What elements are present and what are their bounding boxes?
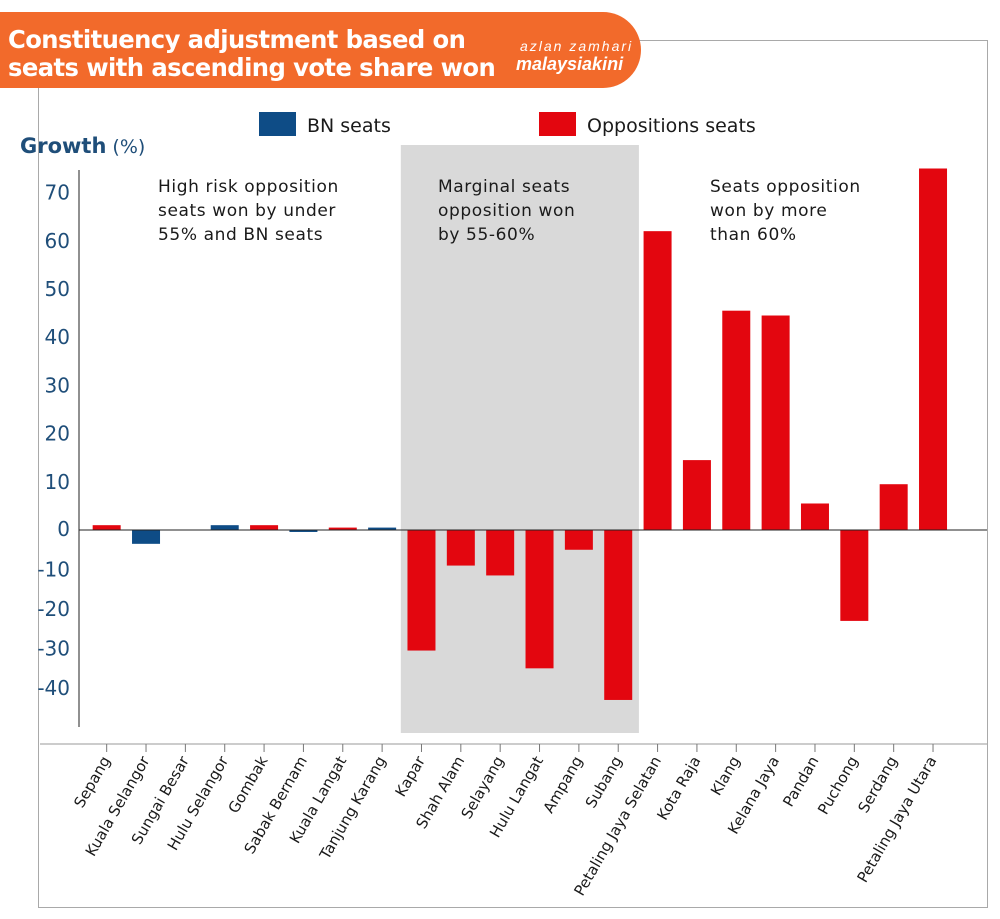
bar xyxy=(289,530,318,532)
marginal-seats-band xyxy=(400,145,639,733)
y-tick-label: 60 xyxy=(45,229,70,253)
group-annotation-3-line-2: won by more xyxy=(710,201,827,221)
y-tick-label: -20 xyxy=(37,597,70,621)
bar xyxy=(722,310,751,530)
x-tick-label: Sepang xyxy=(70,753,114,811)
y-tick-label: 0 xyxy=(57,517,70,541)
y-tick-label: -30 xyxy=(37,637,70,661)
bar xyxy=(446,530,475,566)
group-annotation-3-line-1: Seats opposition xyxy=(710,177,861,197)
legend-label-opposition: Oppositions seats xyxy=(587,115,756,137)
group-annotation-2-line-3: by 55-60% xyxy=(438,225,535,245)
bar xyxy=(919,168,948,530)
y-axis-title: Growth (%) xyxy=(20,134,145,158)
brand-logo: malaysiakini xyxy=(516,54,624,74)
group-annotation-2-line-1: Marginal seats xyxy=(438,177,570,197)
chart-title-line-1: Constituency adjustment based on xyxy=(8,25,466,54)
bar xyxy=(407,530,436,651)
y-tick-label: -40 xyxy=(37,676,70,700)
x-tick-label: Subang xyxy=(582,753,626,811)
bar xyxy=(250,525,279,530)
y-tick-label: 30 xyxy=(45,373,70,397)
group-annotation-2-line-2: opposition won xyxy=(438,201,575,221)
x-tick-label: Pandan xyxy=(779,753,822,810)
bar xyxy=(486,530,515,576)
bar xyxy=(761,315,790,530)
bar xyxy=(879,484,908,530)
author-credit: azlan zamhari xyxy=(520,38,634,54)
bar xyxy=(368,527,397,530)
y-tick-label: 10 xyxy=(45,470,70,494)
x-tick-label: Kapar xyxy=(392,752,430,800)
bar xyxy=(525,530,554,669)
y-tick-label: 50 xyxy=(45,277,70,301)
bar xyxy=(604,530,633,700)
group-annotation-3-line-3: than 60% xyxy=(710,225,797,245)
bar xyxy=(210,525,239,530)
legend-swatch-opposition xyxy=(539,112,576,136)
title-banner: Constituency adjustment based on seats w… xyxy=(0,12,641,88)
chart-title: Constituency adjustment based on seats w… xyxy=(8,25,496,82)
y-tick-label: 20 xyxy=(45,422,70,446)
bar xyxy=(328,527,357,530)
bar xyxy=(643,231,672,530)
bar xyxy=(564,530,593,550)
bar xyxy=(800,503,829,530)
legend-label-bn: BN seats xyxy=(307,115,391,137)
bar xyxy=(682,460,711,530)
legend-swatch-bn xyxy=(259,112,296,136)
chart-title-line-2: seats with ascending vote share won xyxy=(8,53,496,82)
bar xyxy=(92,525,121,530)
group-annotation-1-line-3: 55% and BN seats xyxy=(158,225,323,245)
y-tick-label: 40 xyxy=(45,325,70,349)
bar xyxy=(132,530,161,544)
y-tick-label: -10 xyxy=(37,558,70,582)
x-tick-label: Petaling Jaya Utara xyxy=(853,753,940,886)
group-annotation-1-line-1: High risk opposition xyxy=(158,177,339,197)
group-annotation-1-line-2: seats won by under xyxy=(158,201,336,221)
y-tick-label: 70 xyxy=(45,181,70,205)
x-tick-label: Klang xyxy=(707,753,744,799)
bar xyxy=(840,530,869,621)
